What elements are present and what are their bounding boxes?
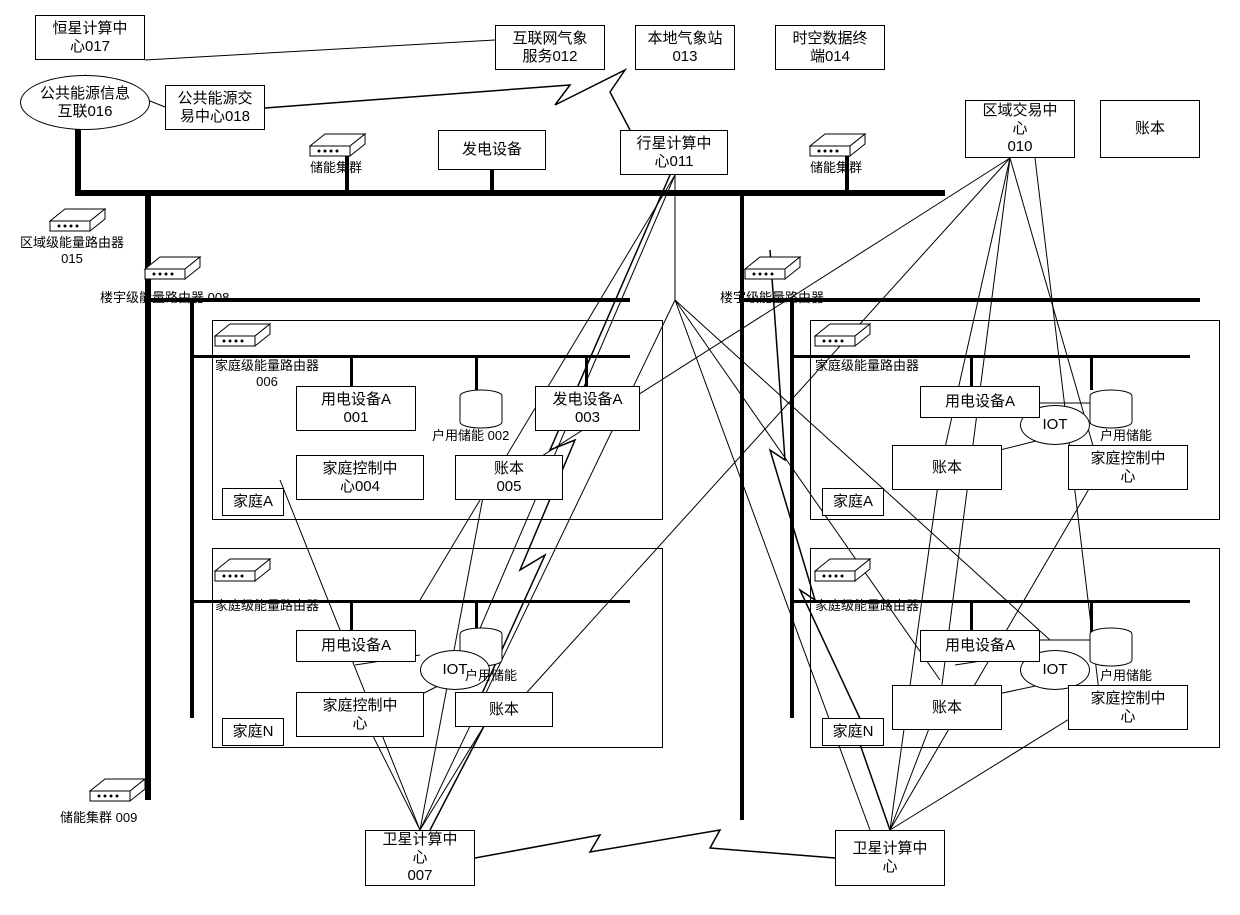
public_info: 公共能源信息互联016 bbox=[20, 75, 150, 130]
fam-A-L-tag: 家庭A bbox=[222, 488, 284, 516]
lbl-user-storage-NR: 户用储能 bbox=[1100, 668, 1152, 684]
lbl-router-famN-L: 家庭级能量路由器 bbox=[215, 598, 319, 614]
fam-A-L-genA: 发电设备A003 bbox=[535, 386, 640, 431]
public-trade: 公共能源交易中心018 bbox=[165, 85, 265, 130]
fam-A-L-ctrl: 家庭控制中心004 bbox=[296, 455, 424, 500]
router-bldg-R bbox=[745, 257, 800, 279]
fam-A-R-tag: 家庭A bbox=[822, 488, 884, 516]
lbl-router-bldg-R: 楼宇级能量路由器 bbox=[720, 290, 824, 306]
lbl-storage-bot: 储能集群 009 bbox=[60, 810, 137, 826]
ledger-top: 账本 bbox=[1100, 100, 1200, 158]
gen-equip-top: 发电设备 bbox=[438, 130, 546, 170]
fam-A-R-devA: 用电设备A bbox=[920, 386, 1040, 418]
fam-N-L-tag: 家庭N bbox=[222, 718, 284, 746]
lbl-user-storage-NL: 户用储能 bbox=[465, 668, 517, 684]
spacetime-term: 时空数据终端014 bbox=[775, 25, 885, 70]
lbl-user-storage-AR: 户用储能 bbox=[1100, 428, 1152, 444]
storage-cluster-top-1 bbox=[310, 134, 365, 156]
fam-N-R-tag: 家庭N bbox=[822, 718, 884, 746]
local-weather: 本地气象站013 bbox=[635, 25, 735, 70]
lbl-router-famN-R: 家庭级能量路由器 bbox=[815, 598, 919, 614]
router-region bbox=[50, 209, 105, 231]
fam-N-R-devA: 用电设备A bbox=[920, 630, 1040, 662]
fam-N-L-ctrl: 家庭控制中心 bbox=[296, 692, 424, 737]
lbl-router-famA-L: 家庭级能量路由器006 bbox=[215, 358, 319, 389]
fam-N-R-ctrl: 家庭控制中心 bbox=[1068, 685, 1188, 730]
fam-A-L-devA: 用电设备A001 bbox=[296, 386, 416, 431]
storage-cluster-top-2 bbox=[810, 134, 865, 156]
net-weather: 互联网气象服务012 bbox=[495, 25, 605, 70]
fam-A-R-ctrl: 家庭控制中心 bbox=[1068, 445, 1188, 490]
star-center: 恒星计算中心017 bbox=[35, 15, 145, 60]
planet-center: 行星计算中心011 bbox=[620, 130, 728, 175]
router-bldg-L bbox=[145, 257, 200, 279]
storage-cluster-bot bbox=[90, 779, 145, 801]
lbl-router-famA-R: 家庭级能量路由器 bbox=[815, 358, 919, 374]
lbl-storage-top-1: 储能集群 bbox=[310, 160, 362, 176]
fam-A-L-ledger: 账本005 bbox=[455, 455, 563, 500]
fam-A-R-ledger: 账本 bbox=[892, 445, 1002, 490]
sat-center-R: 卫星计算中心 bbox=[835, 830, 945, 886]
lbl-router-bldg-L: 楼宇级能量路由器 008 bbox=[100, 290, 229, 306]
fam-N-L-ledger: 账本 bbox=[455, 692, 553, 727]
fam-N-R-ledger: 账本 bbox=[892, 685, 1002, 730]
sat-center-L: 卫星计算中心007 bbox=[365, 830, 475, 886]
lbl-user-storage-AL: 户用储能 002 bbox=[432, 428, 509, 444]
lbl-storage-top-2: 储能集群 bbox=[810, 160, 862, 176]
lbl-router-region: 区域级能量路由器015 bbox=[20, 235, 124, 266]
fam-N-L-devA: 用电设备A bbox=[296, 630, 416, 662]
region-trade: 区域交易中心010 bbox=[965, 100, 1075, 158]
